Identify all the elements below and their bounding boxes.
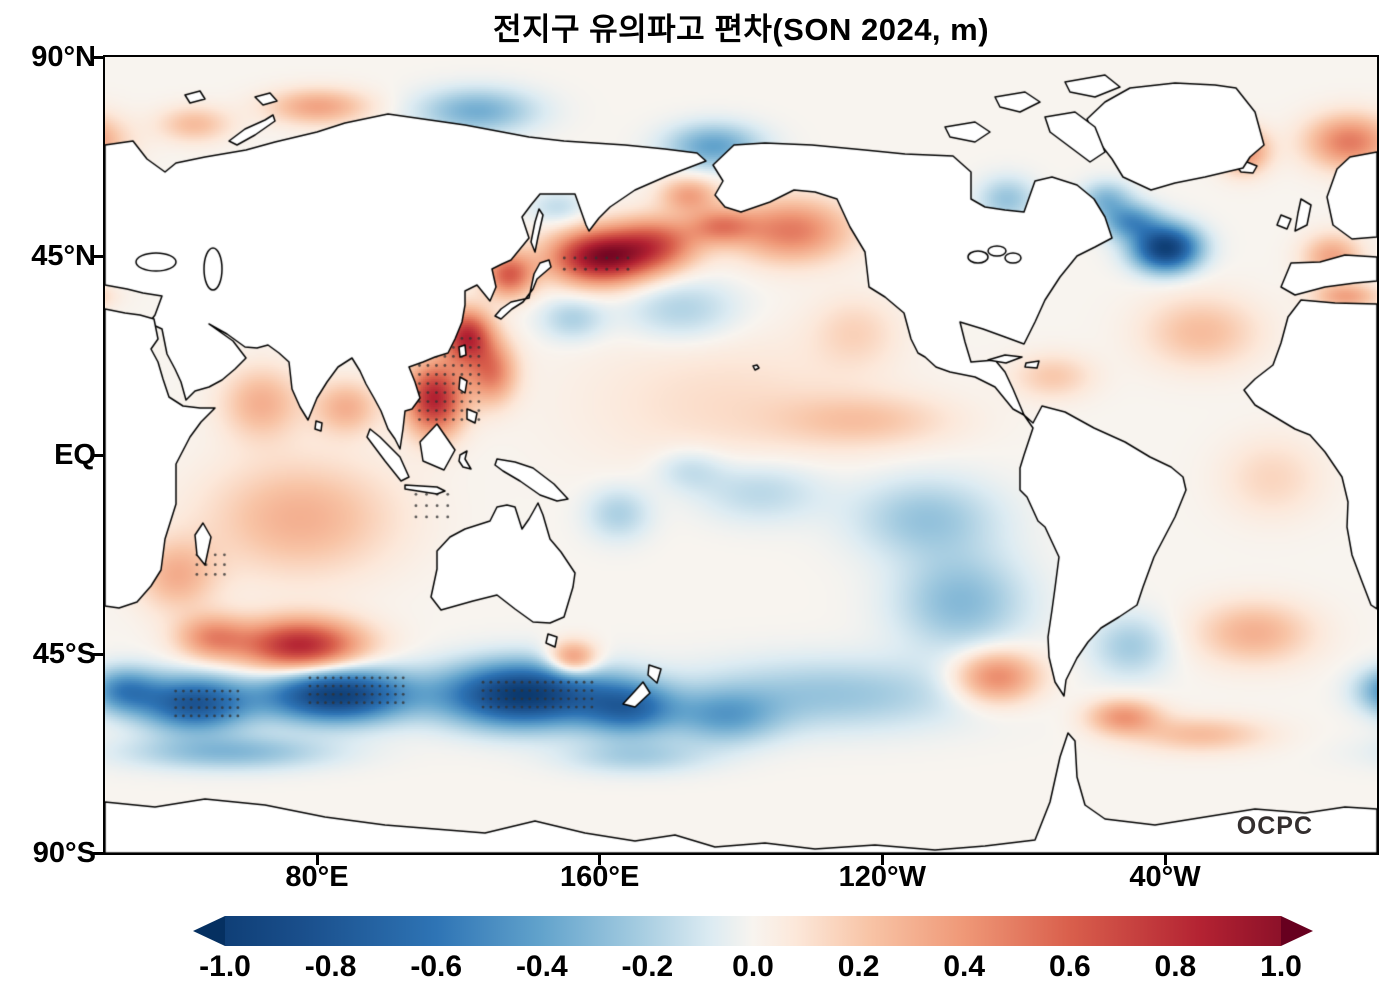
lon-tick-mark — [1163, 855, 1167, 865]
lat-tick-mark — [93, 254, 103, 258]
lat-tick-mark — [93, 453, 103, 457]
lon-tick-label: 120°W — [838, 861, 926, 893]
lon-tick-label: 160°E — [559, 861, 640, 893]
colorbar-tick-label: -0.8 — [304, 950, 357, 983]
lat-tick-mark — [93, 851, 103, 855]
lon-tick-label: 80°E — [285, 861, 349, 893]
lat-tick-label: 90°N — [31, 41, 96, 73]
lat-tick-mark — [93, 55, 103, 59]
colorbar-tick-label: -1.0 — [199, 950, 251, 983]
lat-tick-label: 90°S — [32, 837, 96, 869]
colorbar — [193, 916, 1313, 946]
lon-tick-label: 40°W — [1129, 861, 1201, 893]
colorbar-tick-label: 0.6 — [1048, 950, 1091, 983]
map-area: OCPC — [103, 55, 1379, 855]
colorbar-tick-label: -0.2 — [621, 950, 674, 983]
colorbar-tick-label: -0.4 — [515, 950, 568, 983]
lat-tick-label: EQ — [54, 439, 96, 471]
colorbar-tick-label: 0.8 — [1154, 950, 1197, 983]
lon-tick-mark — [880, 855, 884, 865]
colorbar-under-arrow — [193, 916, 225, 946]
colorbar-tick-label: -0.6 — [410, 950, 463, 983]
colorbar-tick-label: 1.0 — [1260, 950, 1302, 983]
colorbar-over-arrow — [1281, 916, 1313, 946]
chart-title: 전지구 유의파고 편차(SON 2024, m) — [492, 12, 990, 47]
colorbar-gradient — [225, 916, 1281, 946]
lon-tick-mark — [598, 855, 602, 865]
lon-tick-mark — [315, 855, 319, 865]
anomaly-heatmap-canvas — [105, 57, 1377, 853]
lat-tick-label: 45°S — [32, 638, 96, 670]
lat-tick-label: 45°N — [31, 240, 96, 272]
lat-tick-mark — [93, 652, 103, 656]
colorbar-tick-label: 0.0 — [732, 950, 774, 983]
colorbar-tick-label: 0.4 — [943, 950, 986, 983]
colorbar-tick-label: 0.2 — [837, 950, 880, 983]
watermark-logo: OCPC — [1236, 812, 1313, 840]
